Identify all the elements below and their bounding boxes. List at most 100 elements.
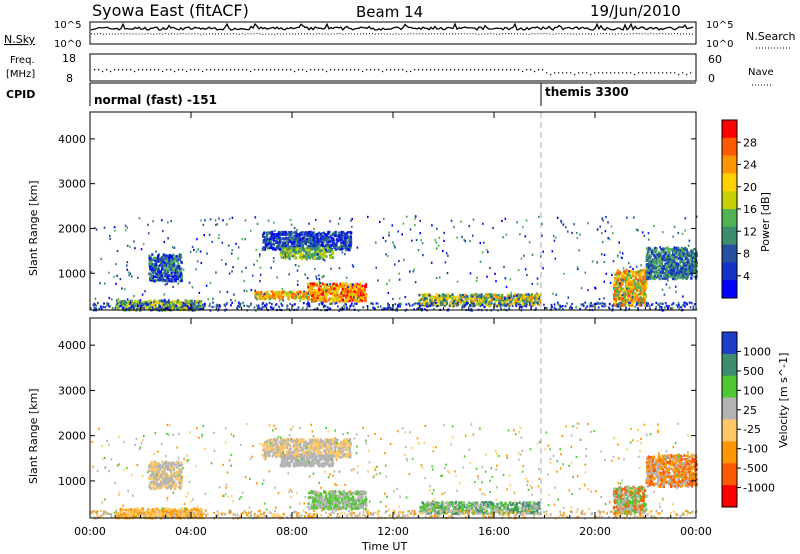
data-cell xyxy=(163,278,166,282)
data-cell xyxy=(115,282,117,285)
data-cell xyxy=(353,296,355,299)
data-cell xyxy=(608,302,611,306)
data-cell xyxy=(625,268,628,272)
data-cell xyxy=(344,241,347,244)
data-cell xyxy=(340,284,343,288)
data-cell xyxy=(441,301,444,304)
data-cell xyxy=(338,294,341,297)
data-cell xyxy=(318,238,321,241)
data-cell xyxy=(456,236,458,239)
data-cell xyxy=(325,238,328,242)
data-cell xyxy=(499,303,502,306)
data-cell xyxy=(320,254,323,257)
data-cell xyxy=(237,257,240,260)
data-cell xyxy=(282,242,285,245)
data-cell xyxy=(398,259,400,263)
data-cell xyxy=(169,274,172,277)
data-cell xyxy=(241,238,244,241)
data-cell xyxy=(299,253,302,257)
data-cell xyxy=(552,292,554,295)
data-cell xyxy=(184,301,187,304)
data-cell xyxy=(306,258,308,261)
data-cell xyxy=(261,302,264,306)
data-cell xyxy=(621,272,624,276)
data-cell xyxy=(113,226,116,229)
data-cell xyxy=(155,301,158,305)
data-cell xyxy=(647,264,650,268)
data-cell xyxy=(420,293,423,297)
data-cell xyxy=(507,296,510,300)
data-cell xyxy=(128,274,130,277)
data-cell xyxy=(682,273,685,276)
data-cell xyxy=(671,248,675,251)
data-cell xyxy=(388,279,391,282)
data-cell xyxy=(301,246,304,250)
data-cell xyxy=(269,296,272,299)
data-cell xyxy=(503,302,506,305)
data-cell xyxy=(443,239,445,242)
data-cell xyxy=(350,219,352,222)
data-cell xyxy=(635,228,638,231)
data-cell xyxy=(281,304,284,307)
data-cell xyxy=(346,293,349,297)
data-cell xyxy=(361,294,364,298)
data-cell xyxy=(126,261,129,264)
data-cell xyxy=(688,254,691,258)
data-cell xyxy=(664,253,667,256)
data-cell xyxy=(530,295,533,298)
data-cell xyxy=(278,232,281,236)
data-cell xyxy=(344,253,346,256)
data-cell xyxy=(631,292,634,295)
data-cell xyxy=(554,257,557,260)
data-cell xyxy=(323,255,326,259)
data-cell xyxy=(335,238,338,241)
data-cell xyxy=(133,304,136,308)
data-cell xyxy=(298,248,301,251)
data-cell xyxy=(176,267,179,270)
data-cell xyxy=(148,259,151,263)
data-cell xyxy=(629,276,632,279)
data-cell xyxy=(573,223,575,226)
data-cell xyxy=(356,246,359,249)
data-cell xyxy=(521,299,524,302)
data-cell xyxy=(438,304,441,307)
data-cell xyxy=(309,286,312,290)
data-cell xyxy=(632,289,635,292)
data-cell xyxy=(695,264,699,268)
data-cell xyxy=(683,301,686,304)
data-cell xyxy=(170,258,173,261)
data-cell xyxy=(282,299,284,302)
data-cell xyxy=(200,219,202,222)
data-cell xyxy=(260,295,263,298)
data-cell xyxy=(285,233,288,236)
data-cell xyxy=(269,231,272,235)
data-cell xyxy=(563,272,565,275)
data-cell xyxy=(291,240,294,244)
data-cell xyxy=(661,257,664,261)
data-cell xyxy=(521,303,524,306)
data-cell xyxy=(327,231,330,234)
data-cell xyxy=(147,223,149,226)
data-cell xyxy=(678,250,681,254)
data-cell xyxy=(232,266,234,269)
data-cell xyxy=(460,220,462,223)
data-cell xyxy=(630,299,633,302)
data-cell xyxy=(515,304,518,308)
data-cell xyxy=(160,299,163,303)
data-cell xyxy=(357,292,360,295)
data-cell xyxy=(575,306,578,309)
power-colorbar-label: Power [dB] xyxy=(759,192,772,252)
data-cell xyxy=(326,306,329,309)
data-cell xyxy=(125,229,127,232)
data-cell xyxy=(169,263,172,266)
data-cell xyxy=(140,248,143,251)
data-cell xyxy=(648,304,651,307)
data-cell xyxy=(673,251,676,254)
data-cell xyxy=(559,306,562,309)
data-cell xyxy=(626,276,629,280)
data-cell xyxy=(308,298,311,301)
data-cell xyxy=(144,302,147,305)
data-cell xyxy=(107,302,110,305)
data-cell xyxy=(474,300,477,303)
data-cell xyxy=(152,220,154,223)
